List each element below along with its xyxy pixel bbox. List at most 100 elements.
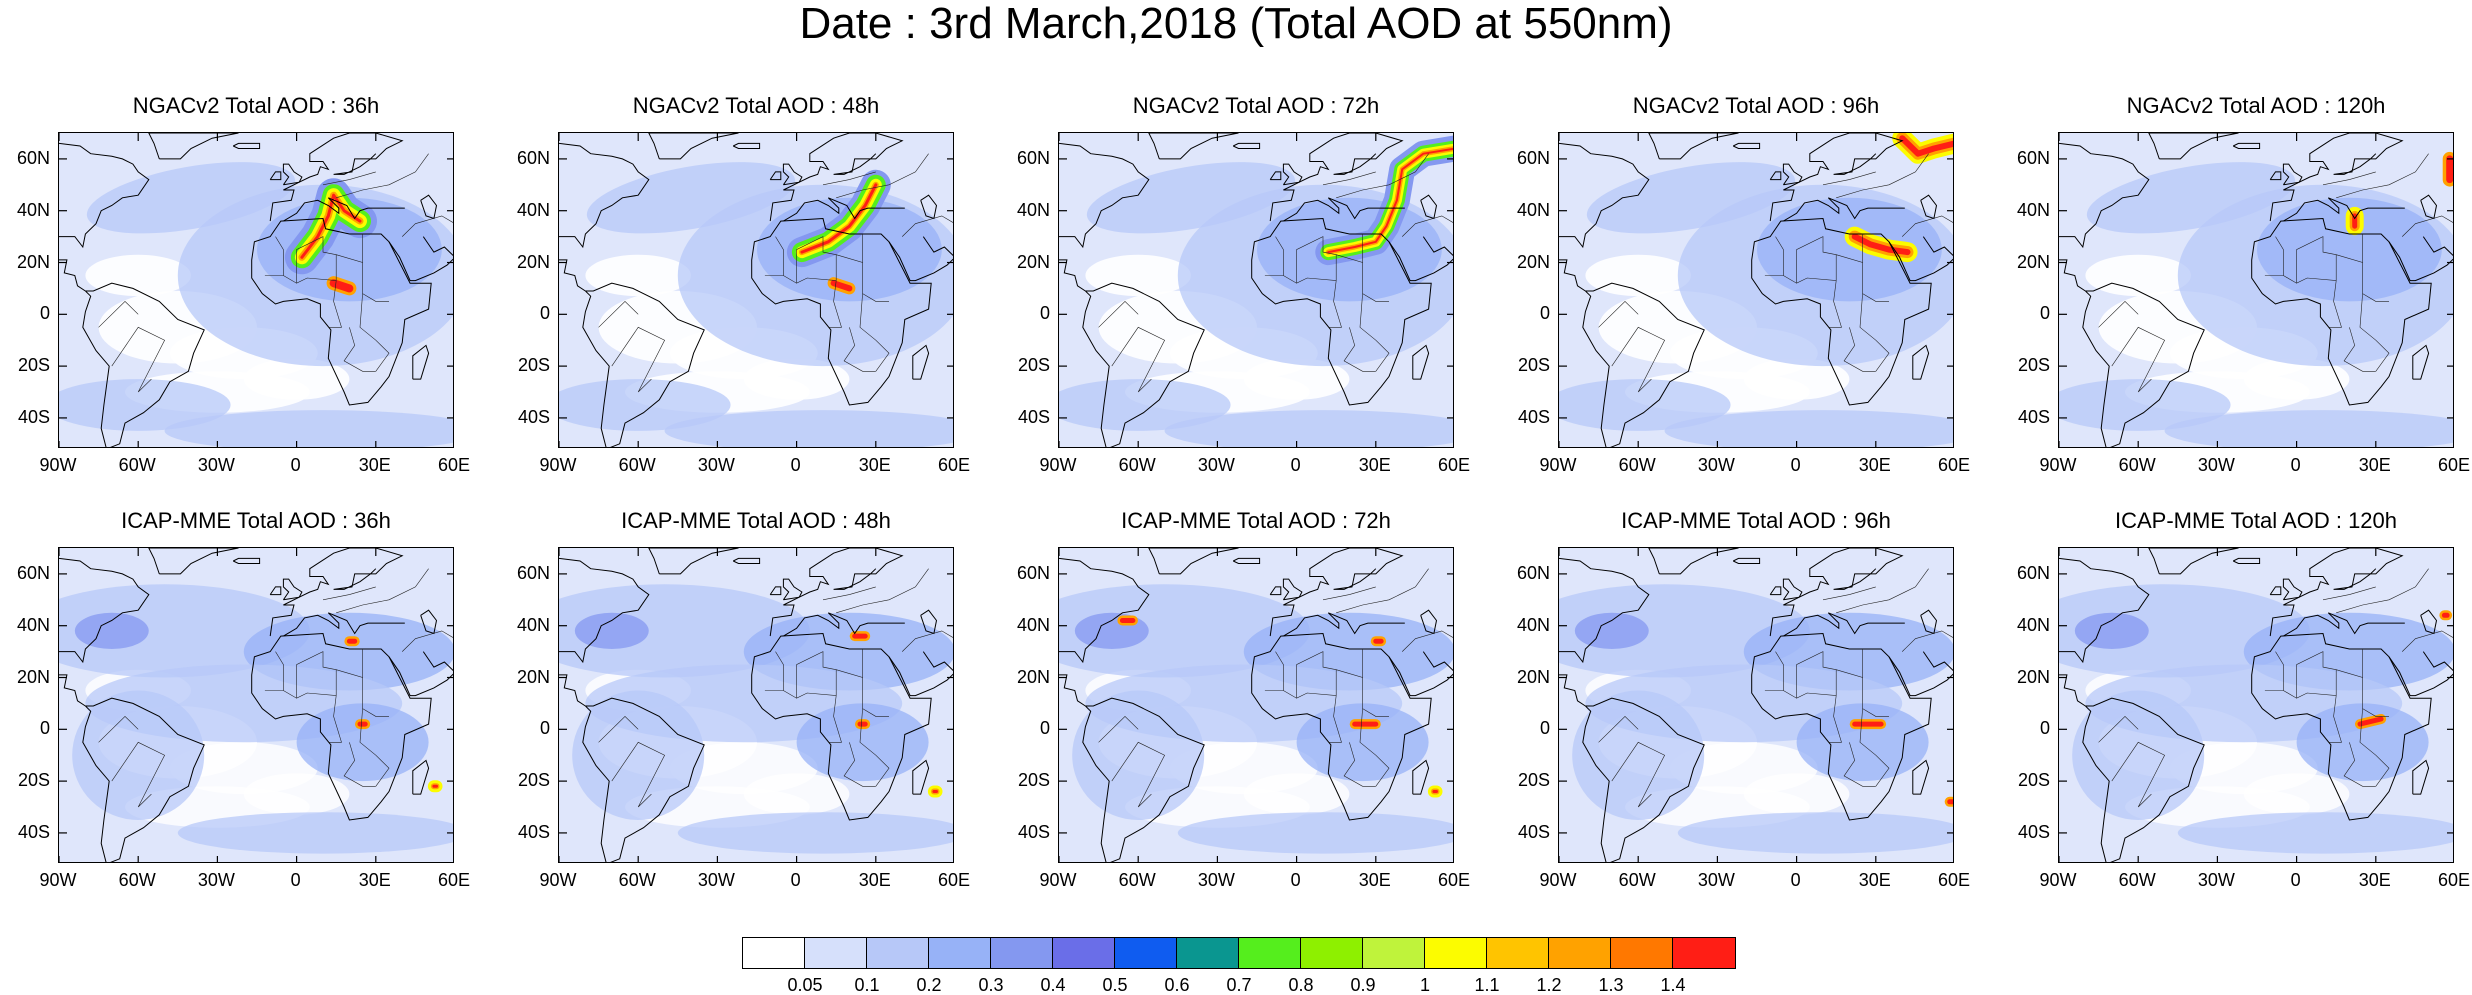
lat-tick-label: 20S xyxy=(17,770,50,791)
panel-title: NGACv2 Total AOD : 72h xyxy=(1132,93,1380,118)
map-panel: ICAP-MME Total AOD : 120h 60N 40N 20N 0 20S 40… xyxy=(2017,508,2470,889)
lon-tick-label: 60W xyxy=(1118,455,1156,475)
lat-tick-label: 0 xyxy=(539,303,550,324)
colorbar-label: 0.8 xyxy=(1288,975,1314,995)
lat-tick-label: 20N xyxy=(16,666,50,687)
lat-tick-label: 40S xyxy=(1517,821,1550,842)
lon-tick-label: 90W xyxy=(1039,455,1077,475)
colorbar-label: 1.2 xyxy=(1536,975,1562,995)
aod-map xyxy=(558,547,954,863)
lat-tick-label: 20N xyxy=(1516,666,1550,687)
lon-tick-label: 0 xyxy=(2290,870,2301,890)
lat-tick-label: 40S xyxy=(517,821,550,842)
lon-tick-label: 60E xyxy=(937,870,971,890)
panel-title: ICAP-MME Total AOD : 36h xyxy=(121,508,391,533)
colorbar-label: 1.4 xyxy=(1660,975,1686,995)
lon-tick-label: 60E xyxy=(1937,870,1971,890)
lon-tick-label: 60W xyxy=(2118,870,2156,890)
colorbar-label: 0.4 xyxy=(1040,975,1066,995)
lon-tick-label: 30E xyxy=(358,870,391,890)
lat-tick-label: 0 xyxy=(1539,718,1550,739)
colorbar-swatch xyxy=(1301,938,1363,968)
lon-tick-label: 0 xyxy=(1790,455,1801,475)
colorbar xyxy=(742,937,1736,969)
lon-tick-label: 90W xyxy=(39,870,77,890)
colorbar-label: 0.9 xyxy=(1350,975,1376,995)
colorbar-swatch xyxy=(743,938,805,968)
colorbar-label: 1 xyxy=(1419,975,1431,995)
lon-tick-label: 30W xyxy=(197,870,235,890)
lat-tick-label: 60N xyxy=(2016,147,2050,168)
colorbar-swatch xyxy=(1611,938,1673,968)
lon-tick-label: 90W xyxy=(39,455,77,475)
lat-tick-label: 0 xyxy=(39,303,50,324)
lon-tick-label: 0 xyxy=(790,870,801,890)
colorbar-label: 0.5 xyxy=(1102,975,1128,995)
lat-tick-label: 20N xyxy=(516,666,550,687)
colorbar-swatch xyxy=(1115,938,1177,968)
lon-tick-label: 90W xyxy=(1539,870,1577,890)
lat-tick-label: 40S xyxy=(517,406,550,427)
lon-tick-label: 60E xyxy=(2437,870,2471,890)
lat-tick-label: 20N xyxy=(2016,666,2050,687)
colorbar-swatch xyxy=(805,938,867,968)
lat-tick-label: 20N xyxy=(1016,666,1050,687)
panel-title: NGACv2 Total AOD : 48h xyxy=(632,93,880,118)
lon-tick-label: 90W xyxy=(1539,455,1577,475)
lon-tick-label: 60E xyxy=(1437,455,1471,475)
lon-tick-label: 90W xyxy=(2039,870,2077,890)
lon-tick-label: 60E xyxy=(2437,455,2471,475)
lon-tick-label: 30W xyxy=(697,455,735,475)
panel-title: NGACv2 Total AOD : 96h xyxy=(1632,93,1880,118)
aod-map xyxy=(58,547,454,863)
lon-tick-label: 30W xyxy=(2197,455,2235,475)
figure-title: Date : 3rd March,2018 (Total AOD at 550n… xyxy=(799,0,1673,48)
lat-tick-label: 20S xyxy=(2017,355,2050,376)
colorbar-label: 0.6 xyxy=(1164,975,1190,995)
lat-tick-label: 0 xyxy=(2039,303,2050,324)
aod-map xyxy=(558,132,954,448)
colorbar-swatch xyxy=(1053,938,1115,968)
lon-tick-label: 0 xyxy=(290,870,301,890)
lat-tick-label: 40N xyxy=(2016,199,2050,220)
lat-tick-label: 20S xyxy=(517,355,550,376)
map-panel: NGACv2 Total AOD : 72h 60N 40N 20N 0 20S 40S 90… xyxy=(1017,93,1470,474)
colorbar-label: 0.7 xyxy=(1226,975,1252,995)
lon-tick-label: 60W xyxy=(118,870,156,890)
lat-tick-label: 0 xyxy=(1039,303,1050,324)
colorbar-label: 0.3 xyxy=(978,975,1004,995)
lon-tick-label: 60W xyxy=(618,455,656,475)
lon-tick-label: 60E xyxy=(437,455,471,475)
map-panel: ICAP-MME Total AOD : 36h 60N 40N 20N 0 20S 40S… xyxy=(17,508,470,889)
lon-tick-label: 60E xyxy=(1437,870,1471,890)
aod-map xyxy=(1058,132,1454,448)
colorbar-swatch xyxy=(1239,938,1301,968)
lat-tick-label: 20S xyxy=(517,770,550,791)
lat-tick-label: 0 xyxy=(539,718,550,739)
colorbar-label: 1.3 xyxy=(1598,975,1624,995)
map-panel: ICAP-MME Total AOD : 96h 60N 40N 20N 0 20S 40S… xyxy=(1517,508,1970,889)
lat-tick-label: 60N xyxy=(1016,562,1050,583)
lon-tick-label: 60W xyxy=(1618,870,1656,890)
lon-tick-label: 60W xyxy=(2118,455,2156,475)
lat-tick-label: 20N xyxy=(2016,251,2050,272)
panel-title: NGACv2 Total AOD : 36h xyxy=(132,93,380,118)
lat-tick-label: 0 xyxy=(39,718,50,739)
lon-tick-label: 30E xyxy=(1358,455,1391,475)
lon-tick-label: 30W xyxy=(1697,870,1735,890)
lat-tick-label: 40N xyxy=(16,199,50,220)
lat-tick-label: 40S xyxy=(1017,406,1050,427)
lat-tick-label: 20S xyxy=(1017,770,1050,791)
lat-tick-label: 40N xyxy=(1016,199,1050,220)
lat-tick-label: 20N xyxy=(516,251,550,272)
lat-tick-label: 20N xyxy=(1016,251,1050,272)
lon-tick-label: 30W xyxy=(1197,455,1235,475)
lon-tick-label: 30W xyxy=(1197,870,1235,890)
lon-tick-label: 90W xyxy=(2039,455,2077,475)
aod-map xyxy=(1058,547,1454,863)
lat-tick-label: 60N xyxy=(1016,147,1050,168)
lat-tick-label: 60N xyxy=(16,562,50,583)
lon-tick-label: 90W xyxy=(539,870,577,890)
lon-tick-label: 30W xyxy=(1697,455,1735,475)
lon-tick-label: 30E xyxy=(858,455,891,475)
